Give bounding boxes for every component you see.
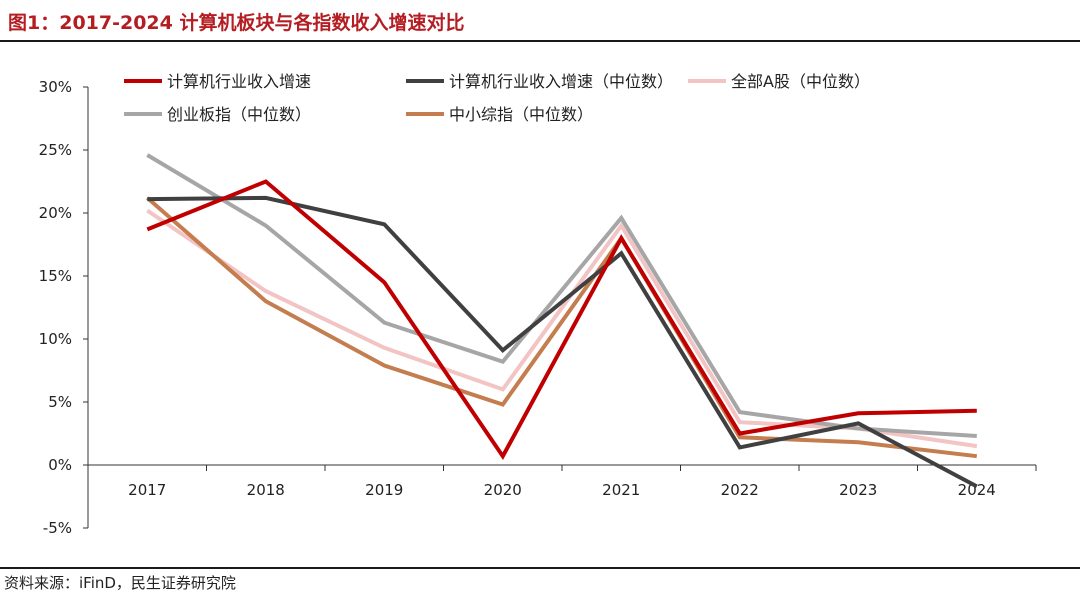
y-tick-label: 30%	[39, 78, 72, 96]
x-tick-label: 2020	[484, 481, 522, 499]
series-line-1	[146, 179, 977, 461]
y-tick-label: 20%	[39, 204, 72, 222]
y-tick-label: -5%	[43, 519, 72, 537]
series-line-2	[147, 195, 978, 489]
legend-label: 计算机行业收入增速	[167, 72, 311, 91]
legend-label: 计算机行业收入增速（中位数）	[449, 72, 673, 91]
y-tick-label: 0%	[48, 456, 72, 474]
x-tick-label: 2021	[602, 481, 640, 499]
y-tick-label: 10%	[39, 330, 72, 348]
bottom-rule	[0, 567, 1080, 569]
legend: 计算机行业收入增速 计算机行业收入增速（中位数） 全部A股（中位数） 创业板指（中位数…	[124, 72, 870, 124]
legend-label: 中小综指（中位数）	[449, 105, 593, 124]
x-tick-label: 2023	[839, 481, 877, 499]
y-axis: 30% 25% 20% 15% 10% 5% 0% -5%	[39, 78, 89, 537]
source-note: 资料来源：iFinD，民生证券研究院	[4, 574, 236, 592]
x-tick-label: 2024	[958, 481, 996, 499]
legend-label: 创业板指（中位数）	[167, 105, 311, 124]
chart-title: 图1：2017-2024 计算机板块与各指数收入增速对比	[8, 12, 465, 34]
y-tick-label: 15%	[39, 267, 72, 285]
y-tick-label: 25%	[39, 141, 72, 159]
x-tick-label: 2019	[365, 481, 403, 499]
y-tick-label: 5%	[48, 393, 72, 411]
x-tick-label: 2018	[247, 481, 285, 499]
top-rule	[0, 40, 1080, 42]
series-line-3	[146, 208, 978, 449]
series-lines	[145, 153, 978, 489]
series-line-5	[145, 196, 978, 459]
legend-label: 全部A股（中位数）	[731, 72, 870, 91]
x-tick-label: 2022	[721, 481, 759, 499]
x-tick-label: 2017	[128, 481, 166, 499]
x-axis: 2017 2018 2019 2020 2021 2022 2023 2024	[87, 464, 1037, 499]
